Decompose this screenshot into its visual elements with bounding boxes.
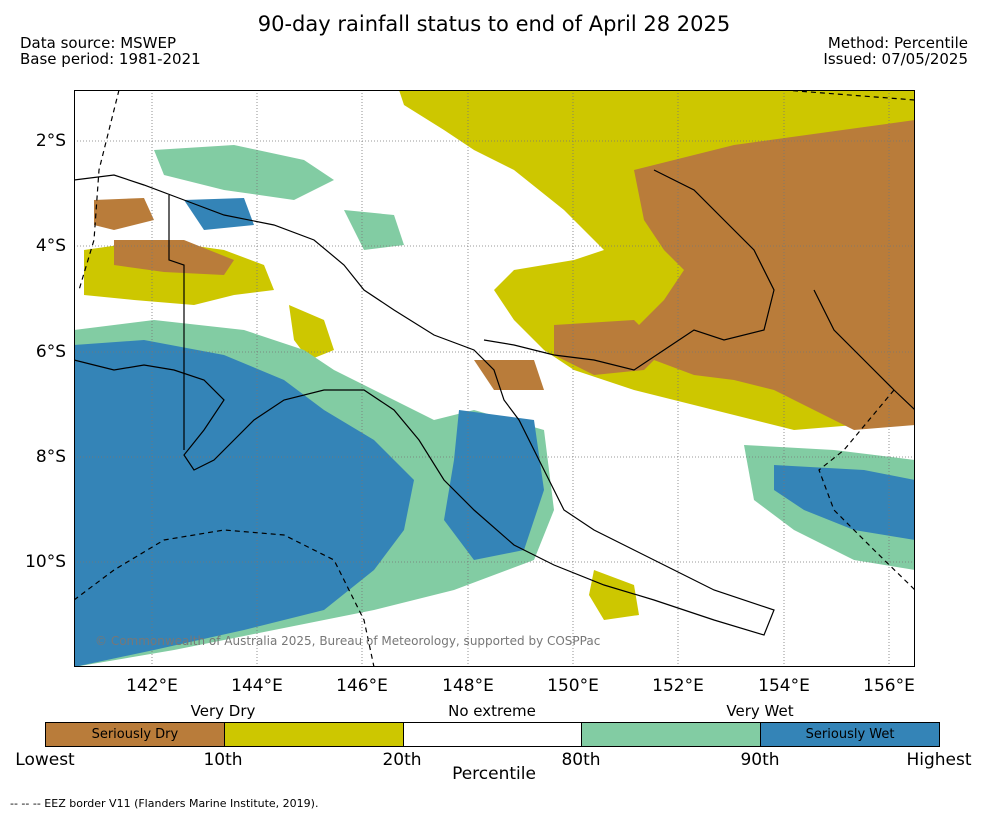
legend-category-very-dry: Very Dry [190, 702, 256, 720]
lon-label-152e: 152°E [652, 676, 704, 696]
legend-seg-no-extreme [403, 723, 583, 746]
lon-label-150e: 150°E [547, 676, 599, 696]
data-source: Data source: MSWEP [20, 34, 177, 52]
lat-label-4s: 4°S [35, 236, 66, 256]
map-canvas [74, 90, 915, 667]
seriously-wet-region [74, 198, 915, 667]
base-period: Base period: 1981-2021 [20, 50, 201, 68]
lon-label-148e: 148°E [442, 676, 494, 696]
lon-label-156e: 156°E [863, 676, 915, 696]
legend-tick-lowest: Lowest [15, 750, 75, 770]
legend-tick-highest: Highest [906, 750, 972, 770]
meta-right: Method: Percentile Issued: 07/05/2025 [823, 35, 968, 67]
lat-label-8s: 8°S [35, 447, 66, 467]
legend-seg-seriously-dry: Seriously Dry [46, 723, 225, 746]
legend-category-very-wet: Very Wet [726, 702, 794, 720]
method: Method: Percentile [827, 34, 968, 52]
legend-axis-title: Percentile [452, 764, 536, 784]
lat-label-2s: 2°S [35, 131, 66, 151]
legend-tick-90th: 90th [740, 750, 780, 770]
seriously-dry-region [94, 120, 915, 430]
lat-label-10s: 10°S [25, 552, 66, 572]
graticule [74, 90, 915, 667]
coastline [74, 169, 915, 636]
legend-colorbar: Seriously Dry Seriously Wet [45, 722, 940, 747]
legend-category-no-extreme: No extreme [448, 702, 536, 720]
legend-tick-10th: 10th [203, 750, 243, 770]
legend-tick-20th: 20th [382, 750, 422, 770]
meta-left: Data source: MSWEP Base period: 1981-202… [20, 35, 201, 67]
lat-label-6s: 6°S [35, 342, 66, 362]
map-title: 90-day rainfall status to end of April 2… [257, 12, 731, 36]
legend-seg-very-wet [582, 723, 762, 746]
legend-seg-very-dry [224, 723, 404, 746]
rainfall-map [74, 90, 915, 667]
lon-label-144e: 144°E [231, 676, 283, 696]
lon-label-154e: 154°E [758, 676, 810, 696]
issued-date: Issued: 07/05/2025 [823, 50, 968, 68]
lon-label-142e: 142°E [126, 676, 178, 696]
copyright-note: © Commonwealth of Australia 2025, Bureau… [95, 634, 601, 648]
legend-tick-80th: 80th [561, 750, 601, 770]
lon-label-146e: 146°E [336, 676, 388, 696]
eez-footnote: -- -- -- EEZ border V11 (Flanders Marine… [10, 797, 319, 810]
legend-seg-seriously-wet: Seriously Wet [761, 723, 939, 746]
eez-border [74, 90, 915, 667]
